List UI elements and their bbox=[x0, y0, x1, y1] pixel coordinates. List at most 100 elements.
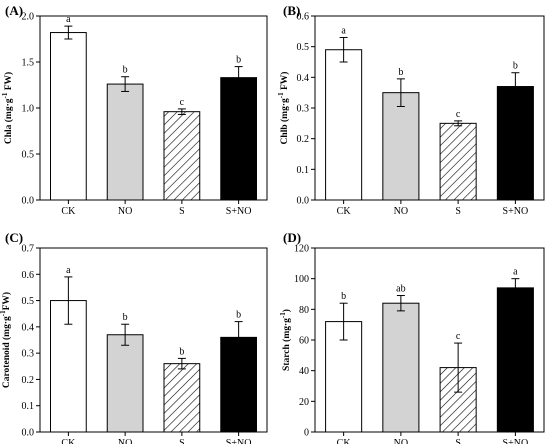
x-tick-label: CK bbox=[337, 206, 352, 217]
y-tick-label: 1.5 bbox=[22, 58, 35, 69]
significance-letter: a bbox=[66, 265, 71, 276]
y-tick-label: 20 bbox=[299, 397, 309, 408]
bar-ck bbox=[49, 32, 87, 201]
bar-s bbox=[439, 122, 477, 201]
significance-letter: b bbox=[398, 67, 403, 78]
significance-letter: b bbox=[513, 61, 518, 72]
panel-label: (A) bbox=[5, 3, 23, 18]
x-tick-label: CK bbox=[61, 206, 76, 217]
error-bar bbox=[64, 25, 73, 40]
significance-letter: a bbox=[66, 14, 71, 25]
y-axis-label-main: Chla (mg·g bbox=[3, 98, 14, 144]
significance-letter: b bbox=[236, 55, 241, 66]
plot-frame bbox=[314, 247, 545, 433]
y-axis-label-tail: FW) bbox=[3, 72, 14, 93]
x-tick-label: NO bbox=[394, 438, 408, 444]
x-tick-label: S bbox=[179, 438, 185, 444]
y-tick-label: 0.3 bbox=[22, 349, 35, 360]
y-axis-label-tail: FW) bbox=[279, 72, 290, 93]
x-tick-label: NO bbox=[394, 206, 408, 217]
x-tick-label: S+NO bbox=[503, 438, 529, 444]
y-tick-label: 0.3 bbox=[297, 104, 310, 115]
y-tick-label: 120 bbox=[294, 244, 309, 255]
significance-letter: a bbox=[513, 267, 518, 278]
error-bar bbox=[234, 66, 243, 90]
y-tick-label: 0.0 bbox=[22, 196, 35, 207]
bar-s-no bbox=[496, 86, 534, 201]
y-tick-label: 100 bbox=[294, 274, 309, 285]
y-tick-label: 0.4 bbox=[22, 322, 35, 333]
plot-frame bbox=[39, 15, 268, 201]
y-axis-label-sup: -1 bbox=[277, 92, 285, 98]
y-tick-label: 60 bbox=[299, 336, 309, 347]
chart-panel: (D) Starch (mg·g-1) b CK ab NO c Sa S+NO 0 20 40 60 8… bbox=[279, 230, 545, 444]
bar-no bbox=[382, 92, 420, 201]
error-bar bbox=[396, 295, 405, 312]
y-tick-label: 0.0 bbox=[297, 196, 310, 207]
y-tick-label: 0.1 bbox=[297, 165, 310, 176]
x-tick-label: S bbox=[179, 206, 185, 217]
bar-s bbox=[163, 111, 201, 201]
y-axis-label-main: Carotenoid (mg·g bbox=[1, 316, 12, 388]
y-tick-label: 0.0 bbox=[22, 428, 35, 439]
significance-letter: c bbox=[456, 109, 461, 120]
y-axis-label-main: Chlb (mg·g bbox=[279, 98, 290, 144]
x-tick-label: NO bbox=[118, 438, 132, 444]
y-axis-label-main: Starch (mg·g bbox=[281, 318, 292, 371]
error-bar bbox=[177, 357, 186, 370]
y-tick-label: 80 bbox=[299, 305, 309, 316]
bar-ck bbox=[325, 49, 363, 201]
panel-label: (D) bbox=[283, 230, 301, 245]
significance-letter: b bbox=[341, 291, 346, 302]
chart-panel: (C) Carotenoid (mg·g-1FW) a CK b NO b Sb S+NO 0.0… bbox=[0, 230, 268, 444]
y-tick-label: 2.0 bbox=[22, 12, 35, 23]
bar-s-no bbox=[496, 287, 534, 433]
panel-label: (C) bbox=[5, 230, 23, 245]
error-bar bbox=[454, 342, 463, 393]
significance-letter: ab bbox=[396, 284, 405, 295]
significance-letter: c bbox=[180, 97, 185, 108]
error-bar bbox=[234, 321, 243, 354]
x-tick-label: S bbox=[455, 206, 461, 217]
y-tick-label: 0.1 bbox=[22, 401, 35, 412]
bar-s bbox=[163, 363, 201, 433]
x-tick-label: S+NO bbox=[503, 206, 529, 217]
x-tick-label: S+NO bbox=[226, 206, 252, 217]
plot-frame bbox=[39, 247, 268, 433]
significance-letter: b bbox=[123, 312, 128, 323]
chart-panel: (A) Chla (mg·g-1 FW) a CK b NO c Sb S+NO 0.0 0.5 1.… bbox=[1, 3, 268, 217]
y-tick-label: 0.5 bbox=[22, 296, 35, 307]
error-bar bbox=[121, 76, 130, 92]
significance-letter: c bbox=[456, 331, 461, 342]
significance-letter: b bbox=[236, 310, 241, 321]
y-tick-label: 0.6 bbox=[22, 270, 35, 281]
error-bar bbox=[339, 302, 348, 341]
y-tick-label: 0.5 bbox=[297, 42, 310, 53]
x-tick-label: NO bbox=[118, 206, 132, 217]
y-axis-label: Carotenoid (mg·g-1FW) bbox=[0, 292, 12, 388]
error-bar bbox=[177, 108, 186, 115]
error-bar bbox=[511, 72, 520, 101]
significance-letter: a bbox=[341, 25, 346, 36]
plot-frame bbox=[314, 15, 545, 201]
y-axis-label: Chla (mg·g-1 FW) bbox=[1, 72, 14, 144]
x-tick-label: CK bbox=[337, 438, 352, 444]
error-bar bbox=[64, 276, 73, 325]
error-bar bbox=[511, 278, 520, 298]
error-bar bbox=[339, 36, 348, 63]
bar-no bbox=[106, 83, 144, 201]
x-tick-label: CK bbox=[61, 438, 76, 444]
significance-letter: b bbox=[123, 65, 128, 76]
y-axis-label-sup: -1 bbox=[0, 310, 7, 316]
significance-letter: b bbox=[179, 346, 184, 357]
y-tick-label: 0.4 bbox=[297, 73, 310, 84]
panel-label: (B) bbox=[283, 3, 300, 18]
x-tick-label: S bbox=[455, 438, 461, 444]
error-bar bbox=[396, 78, 405, 107]
y-tick-label: 0.2 bbox=[22, 375, 35, 386]
bar-no bbox=[106, 334, 144, 433]
chart-panel: (B) Chlb (mg·g-1 FW) a CK b NO c Sb S+NO 0.0 0.1 0.… bbox=[277, 3, 545, 217]
bar-no bbox=[382, 302, 420, 433]
y-tick-label: 0.7 bbox=[22, 244, 35, 255]
